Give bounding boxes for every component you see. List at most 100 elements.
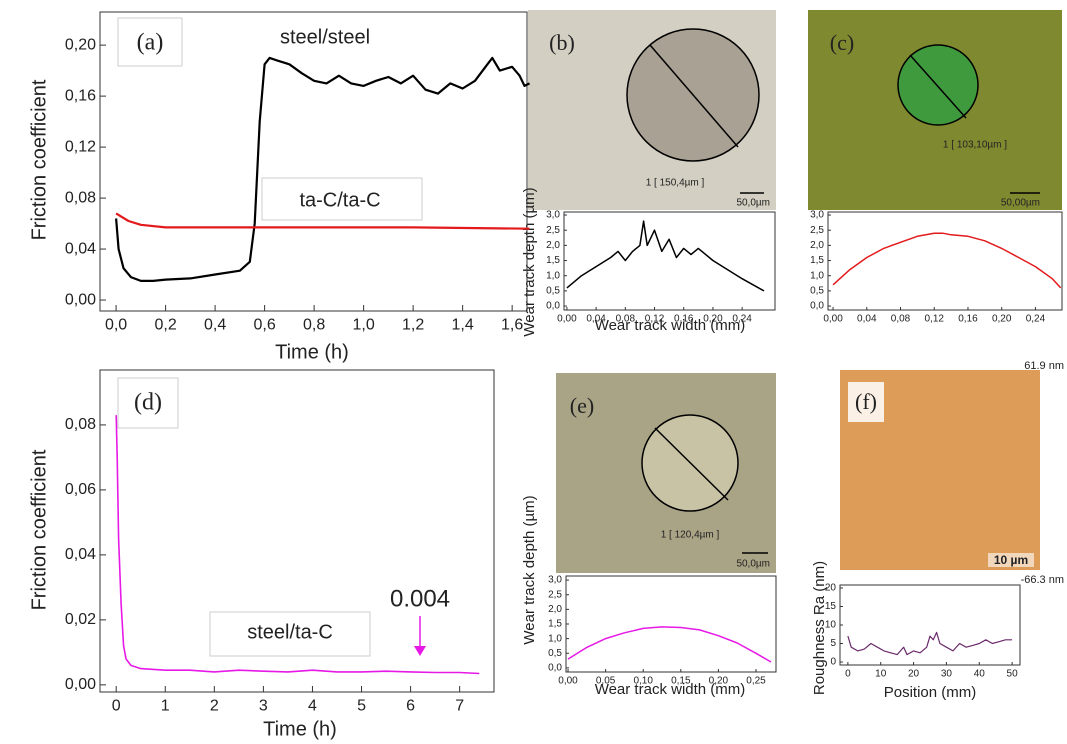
- y-tick-label: 0,00: [65, 291, 96, 308]
- y-tick-label: 2,5: [810, 225, 824, 236]
- y-tick-label: 0,5: [548, 648, 562, 659]
- series-label: steel/steel: [280, 26, 370, 48]
- panel-label: (e): [570, 393, 594, 418]
- y-tick-label: 0,08: [65, 189, 96, 206]
- panel-label: (f): [855, 389, 877, 414]
- scale-label: 10 µm: [994, 553, 1028, 567]
- x-tick-label: 20: [908, 669, 920, 680]
- y-tick-label: 1,0: [546, 270, 560, 281]
- x-tick-label: 7: [455, 698, 464, 715]
- measure-label: 1 [ 103,10µm ]: [943, 140, 1007, 151]
- x-tick-label: 0,12: [925, 314, 945, 325]
- y-tick-label: 1,0: [548, 633, 562, 644]
- x-tick-label: 6: [406, 698, 415, 715]
- scale-label: 50,0µm: [736, 198, 770, 209]
- y-tick-label: 0,0: [548, 663, 562, 674]
- y-tick-label: 2,0: [546, 240, 560, 251]
- label-box: [848, 382, 884, 422]
- y-tick-label: 0,5: [546, 286, 560, 297]
- y-tick-label: 3,0: [810, 210, 824, 221]
- label-box: [209, 611, 371, 657]
- panel-label: (d): [134, 390, 162, 416]
- data-line: [847, 631, 1013, 656]
- y-tick-label: 0,16: [65, 87, 96, 104]
- x-tick-label: 0,04: [586, 314, 606, 325]
- x-tick-label: 0,16: [958, 314, 978, 325]
- series-label: ta-C/ta-C: [299, 189, 380, 211]
- wear-scar: [897, 44, 979, 126]
- x-tick-label: 0: [845, 669, 851, 680]
- y-tick-label: 3,0: [548, 575, 562, 586]
- x-tick-label: 0,05: [596, 676, 616, 687]
- x-tick-label: 0,08: [616, 314, 636, 325]
- x-axis-title: Time (h): [275, 341, 349, 363]
- arrow-head: [414, 646, 426, 656]
- x-tick-label: 0,00: [823, 314, 843, 325]
- x-tick-label: 1,4: [452, 317, 474, 334]
- x-tick-label: 0,20: [709, 676, 729, 687]
- y-tick-label: 0: [830, 657, 836, 668]
- x-tick-label: 0,20: [992, 314, 1012, 325]
- x-tick-label: 0,8: [303, 317, 325, 334]
- x-tick-label: 30: [941, 669, 953, 680]
- y-tick-label: 0,0: [546, 301, 560, 312]
- label-box: [261, 177, 423, 221]
- y-tick-label: 2,5: [548, 589, 562, 600]
- data-line: [115, 56, 530, 282]
- y-tick-label: 1,0: [810, 270, 824, 281]
- plot-frame: [99, 11, 528, 312]
- panel-label: (c): [830, 30, 854, 55]
- x-tick-label: 1,2: [402, 317, 424, 334]
- x-tick-label: 0,2: [154, 317, 176, 334]
- x-axis-title: Wear track width (mm): [595, 317, 746, 334]
- scale-label: 50,0µm: [736, 559, 770, 570]
- y-tick-label: 0,04: [65, 240, 96, 257]
- y-tick-label: 0,02: [65, 611, 96, 628]
- x-tick-label: 5: [357, 698, 366, 715]
- x-tick-label: 4: [308, 698, 317, 715]
- x-tick-label: 0,4: [204, 317, 226, 334]
- data-line: [115, 212, 530, 230]
- data-line: [832, 232, 1062, 289]
- data-line: [115, 415, 480, 675]
- scale-label: 50,00µm: [1001, 198, 1040, 209]
- x-tick-label: 50: [1007, 669, 1019, 680]
- diameter-line: [649, 44, 739, 148]
- x-tick-label: 0,20: [703, 314, 723, 325]
- x-tick-label: 0,00: [557, 314, 577, 325]
- plot-frame: [563, 211, 776, 311]
- y-tick-label: 1,5: [548, 619, 562, 630]
- y-tick-label: 0,0: [810, 301, 824, 312]
- x-tick-label: 0,24: [732, 314, 752, 325]
- y-tick-label: 2,0: [810, 240, 824, 251]
- scale-min: -66.3 nm: [1021, 574, 1064, 586]
- y-tick-label: 10: [825, 620, 837, 631]
- label-box: [117, 17, 183, 67]
- x-tick-label: 0,15: [671, 676, 691, 687]
- data-line: [567, 626, 772, 663]
- y-tick-label: 0,08: [65, 416, 96, 433]
- x-tick-label: 1,0: [353, 317, 375, 334]
- plot-frame: [565, 575, 777, 673]
- scale-max: 61.9 nm: [1024, 360, 1064, 372]
- y-tick-label: 3,0: [546, 210, 560, 221]
- diameter-line: [654, 427, 729, 501]
- x-tick-label: 10: [875, 669, 887, 680]
- y-tick-label: 20: [825, 583, 837, 594]
- y-tick-label: 2,0: [548, 604, 562, 615]
- plot-frame: [99, 369, 495, 693]
- y-tick-label: 2,5: [546, 225, 560, 236]
- x-axis-title: Position (mm): [884, 684, 977, 701]
- x-tick-label: 0,16: [674, 314, 694, 325]
- series-label: steel/ta-C: [247, 621, 333, 643]
- label-box: [117, 377, 179, 429]
- panel-label: (a): [137, 30, 164, 56]
- panel-label: (b): [549, 30, 575, 55]
- y-tick-label: 0,12: [65, 138, 96, 155]
- y-axis-title: Friction coefficient: [28, 79, 50, 240]
- x-tick-label: 0,25: [746, 676, 766, 687]
- y-tick-label: 1,5: [810, 255, 824, 266]
- y-tick-label: 0,00: [65, 676, 96, 693]
- y-axis-title: Roughness Ra (nm): [811, 561, 828, 695]
